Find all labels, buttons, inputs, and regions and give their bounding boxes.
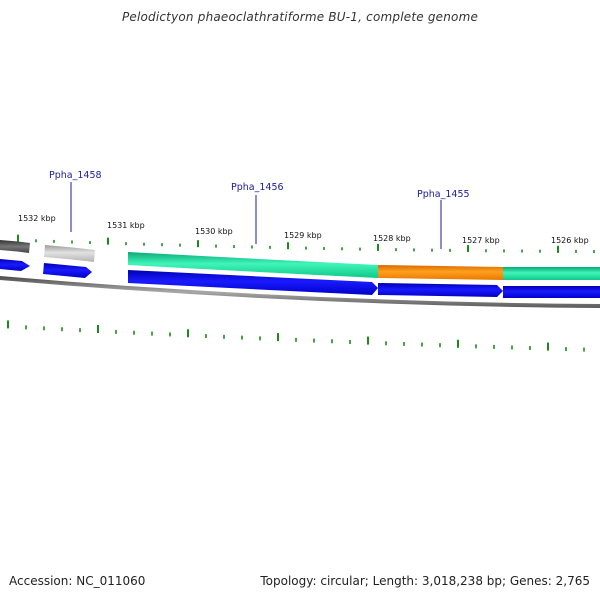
gene-gray-segment[interactable] <box>44 245 95 262</box>
scale-label: 1526 kbp <box>551 236 589 245</box>
feature-ring <box>0 240 600 280</box>
scale-label: 1531 kbp <box>107 221 145 230</box>
cds-arrow-5[interactable] <box>503 286 600 298</box>
genome-title: Pelodictyon phaeoclathratiforme BU-1, co… <box>121 10 479 24</box>
gene-label-ppha-1456[interactable]: Ppha_1456 <box>231 182 284 193</box>
gc-skew-ticks-bottom <box>7 320 585 352</box>
cds-ring <box>0 259 600 298</box>
scale-label: 1530 kbp <box>195 227 233 236</box>
accession-text: Accession: NC_011060 <box>9 574 146 588</box>
genome-backbone <box>0 276 600 308</box>
cds-arrow-4[interactable] <box>378 283 503 297</box>
gene-dark-segment[interactable] <box>0 240 30 253</box>
gene-label-ppha-1458[interactable]: Ppha_1458 <box>49 170 102 181</box>
scale-label: 1529 kbp <box>284 231 322 240</box>
scale-label: 1528 kbp <box>373 234 411 243</box>
gene-labels: Ppha_1458 Ppha_1456 Ppha_1455 <box>49 170 470 249</box>
gene-teal-segment-1[interactable] <box>128 252 378 278</box>
scale-labels: 1532 kbp 1531 kbp 1530 kbp 1529 kbp 1528… <box>18 214 589 245</box>
gene-orange-segment[interactable] <box>378 265 503 280</box>
genome-summary-text: Topology: circular; Length: 3,018,238 bp… <box>260 574 590 588</box>
cds-arrow-1[interactable] <box>0 259 30 271</box>
scale-label: 1532 kbp <box>18 214 56 223</box>
gene-teal-segment-2[interactable] <box>503 267 600 280</box>
cds-arrow-2[interactable] <box>43 263 92 278</box>
scale-label: 1527 kbp <box>462 236 500 245</box>
cds-arrow-3[interactable] <box>128 270 378 295</box>
gc-skew-ticks-top <box>17 234 595 253</box>
gene-label-ppha-1455[interactable]: Ppha_1455 <box>417 189 470 200</box>
